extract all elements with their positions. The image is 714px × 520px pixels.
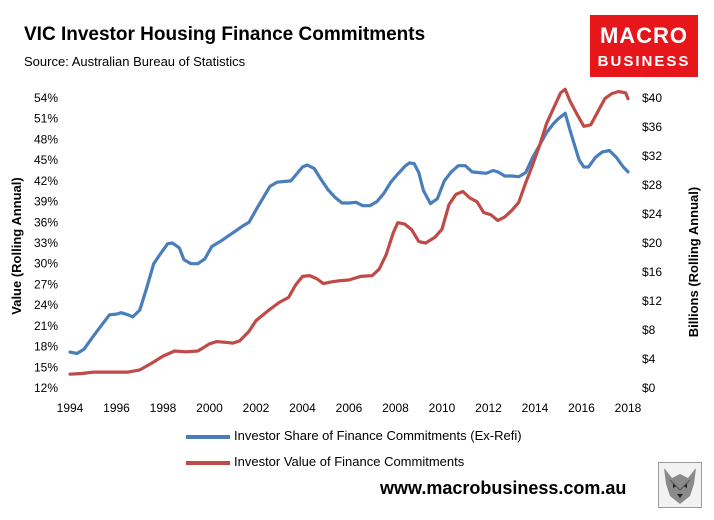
left-axis-tick-label: 21%	[34, 319, 58, 333]
x-axis-tick-label: 2002	[243, 401, 270, 415]
right-axis-tick-label: $0	[642, 381, 656, 395]
right-axis-tick-label: $20	[642, 236, 662, 250]
legend-item-share: Investor Share of Finance Commitments (E…	[186, 428, 522, 443]
legend-label-share: Investor Share of Finance Commitments (E…	[234, 428, 522, 443]
right-axis-tick-label: $16	[642, 265, 662, 279]
legend-swatch-share	[186, 434, 230, 439]
x-axis-tick-label: 2008	[382, 401, 409, 415]
left-axis-tick-label: 54%	[34, 91, 58, 105]
left-axis-title: Value (Rolling Annual)	[9, 177, 24, 314]
right-axis-tick-label: $4	[642, 352, 656, 366]
chart-source: Source: Australian Bureau of Statistics	[24, 54, 246, 69]
footer-url: www.macrobusiness.com.au	[380, 478, 627, 498]
right-axis-tick-label: $12	[642, 294, 662, 308]
legend-item-value: Investor Value of Finance Commitments	[186, 454, 464, 469]
x-axis-tick-label: 2016	[568, 401, 595, 415]
x-axis-tick-label: 1998	[150, 401, 177, 415]
left-axis-tick-label: 18%	[34, 340, 58, 354]
x-axis-ticks: 1994 1996 1998 2000 2002 2004 2006 2008 2010 2012…	[57, 401, 642, 415]
right-axis-tick-label: $28	[642, 178, 662, 192]
right-axis-ticks: $0 $4 $8 $12 $16 $20 $24 $28 $32 $36 $40	[642, 91, 662, 395]
left-axis-tick-label: 42%	[34, 174, 58, 188]
left-axis-tick-label: 15%	[34, 360, 58, 374]
right-axis-tick-label: $24	[642, 207, 662, 221]
right-axis-tick-label: $40	[642, 91, 662, 105]
logo-line2: BUSINESS	[597, 53, 691, 70]
left-axis-tick-label: 24%	[34, 298, 58, 312]
right-axis-tick-label: $32	[642, 149, 662, 163]
legend-swatch-value	[186, 460, 230, 465]
logo-line1: MACRO	[599, 23, 689, 48]
left-axis-tick-label: 27%	[34, 277, 58, 291]
investor-share-line	[68, 111, 630, 356]
investor-value-line	[68, 87, 630, 376]
x-axis-tick-label: 1996	[103, 401, 130, 415]
wolf-logo-icon	[658, 462, 702, 508]
x-axis-tick-label: 1994	[57, 401, 84, 415]
x-axis-tick-label: 2010	[429, 401, 456, 415]
left-axis-tick-label: 51%	[34, 112, 58, 126]
x-axis-tick-label: 2004	[289, 401, 316, 415]
left-axis-tick-label: 36%	[34, 215, 58, 229]
series-lines	[68, 87, 630, 376]
right-axis-title: Billions (Rolling Annual)	[686, 187, 701, 337]
left-axis-tick-label: 30%	[34, 257, 58, 271]
x-axis-tick-label: 2012	[475, 401, 502, 415]
right-axis-tick-label: $8	[642, 323, 656, 337]
chart-title: VIC Investor Housing Finance Commitments	[24, 24, 426, 45]
legend-label-value: Investor Value of Finance Commitments	[234, 454, 465, 469]
left-axis-tick-label: 33%	[34, 236, 58, 250]
left-axis-tick-label: 39%	[34, 195, 58, 209]
right-axis-tick-label: $36	[642, 120, 662, 134]
left-axis-tick-label: 48%	[34, 132, 58, 146]
left-axis-tick-label: 45%	[34, 153, 58, 167]
x-axis-tick-label: 2006	[336, 401, 363, 415]
macrobusiness-logo: MACRO BUSINESS	[590, 15, 698, 77]
x-axis-tick-label: 2014	[522, 401, 549, 415]
x-axis-tick-label: 2018	[615, 401, 642, 415]
x-axis-tick-label: 2000	[196, 401, 223, 415]
left-axis-ticks: 12% 15% 18% 21% 24% 27% 30% 33% 36% 39% 42% 45% 48% 5…	[34, 91, 58, 395]
left-axis-tick-label: 12%	[34, 381, 58, 395]
